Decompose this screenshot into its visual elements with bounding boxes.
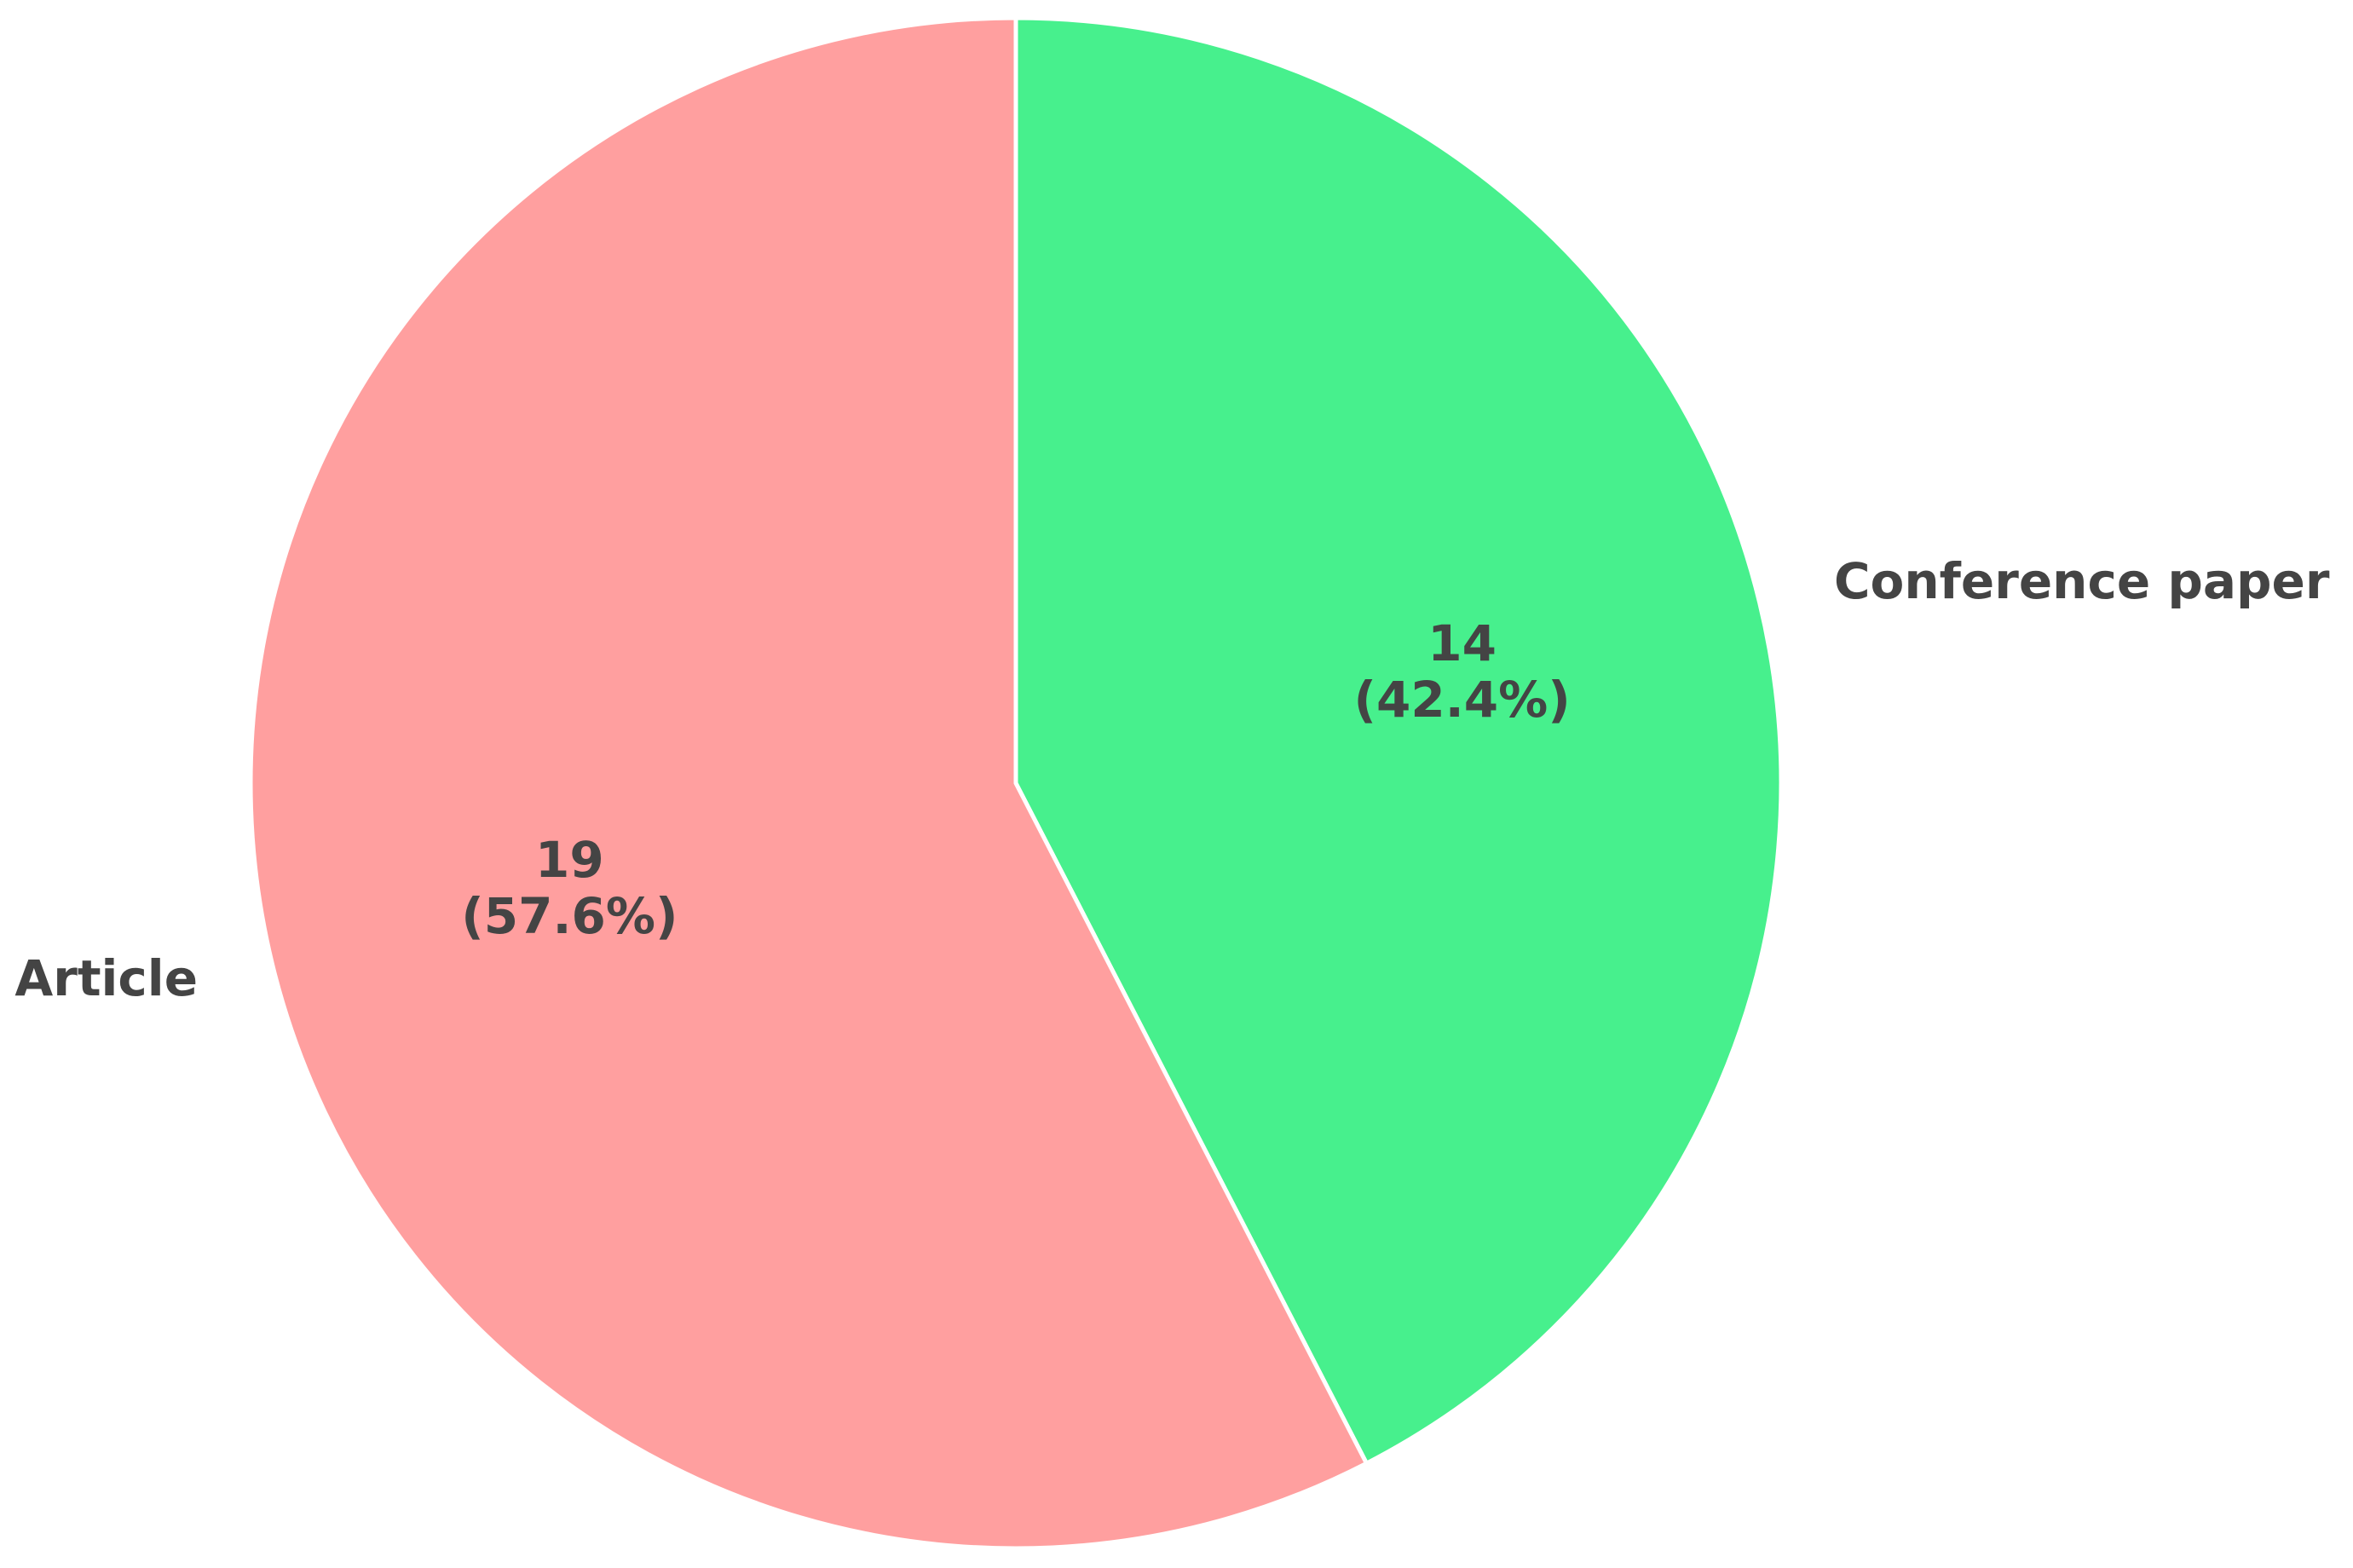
value-label: 19 — [535, 831, 604, 889]
category-label: Conference paper — [1834, 552, 2330, 610]
category-label: Article — [14, 949, 198, 1007]
pie-slice — [1013, 15, 1784, 1466]
value-label: 14 — [1427, 614, 1497, 672]
percent-label: (57.6%) — [461, 887, 678, 945]
percent-label: (42.4%) — [1353, 671, 1570, 729]
pie-slice — [248, 15, 1369, 1551]
